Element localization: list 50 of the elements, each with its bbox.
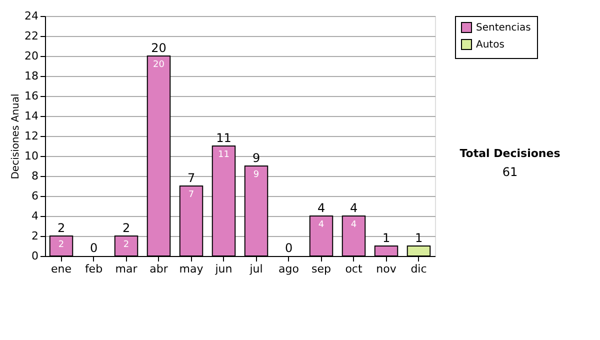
x-tick-label: mar	[115, 262, 138, 276]
total-label: 1	[382, 231, 390, 245]
y-tick-label: 14	[24, 110, 38, 122]
x-tick-label: jul	[248, 262, 263, 276]
data-label: 9	[253, 170, 260, 180]
data-label: 4	[350, 220, 357, 230]
total-label: 1	[414, 231, 423, 245]
total-label: 0	[90, 241, 98, 255]
total-label: 0	[284, 241, 293, 255]
total-label: 7	[187, 171, 196, 185]
data-label: 20	[153, 60, 165, 70]
x-tick-label: ago	[278, 262, 300, 276]
y-axis-title: Decisiones Anual	[10, 94, 22, 180]
y-tick-label: 8	[32, 170, 38, 182]
total-label: 4	[350, 201, 358, 215]
data-label: 7	[188, 190, 194, 200]
total-label: 9	[252, 151, 260, 165]
y-tick-label: 6	[32, 190, 38, 202]
x-tick-label: oct	[345, 262, 363, 276]
data-label: 2	[58, 240, 64, 250]
data-label: 4	[318, 220, 324, 230]
y-tick-label: 22	[24, 30, 38, 42]
text: 61	[502, 165, 518, 179]
data-label: 2	[123, 240, 130, 250]
y-tick-label: 24	[24, 10, 38, 22]
x-tick-label: feb	[84, 262, 103, 276]
x-tick-label: nov	[376, 262, 397, 276]
data-label: 11	[218, 150, 230, 160]
total-label: 2	[122, 221, 130, 235]
y-tick-label: 18	[24, 70, 38, 82]
y-tick-label: 10	[24, 150, 38, 162]
legend-label: Sentencias	[476, 22, 531, 34]
x-tick-label: may	[179, 262, 204, 276]
total-label: 4	[317, 201, 326, 215]
y-tick-label: 20	[24, 50, 38, 62]
text: Total Decisiones	[460, 147, 561, 160]
x-tick-label: ene	[50, 262, 72, 276]
y-tick-label: 12	[24, 130, 38, 142]
legend-label: Autos	[476, 40, 504, 50]
total-label: 20	[151, 41, 166, 55]
total-label: 2	[57, 221, 66, 235]
y-tick-label: 0	[32, 250, 38, 262]
x-tick-label: jun	[214, 262, 232, 276]
total-label: 11	[216, 131, 232, 145]
x-tick-label: sep	[312, 262, 332, 276]
y-tick-label: 2	[32, 230, 38, 242]
y-tick-label: 16	[24, 90, 38, 102]
x-tick-label: abr	[150, 262, 168, 276]
x-tick-label: dic	[410, 262, 427, 276]
y-tick-label: 4	[32, 210, 38, 222]
